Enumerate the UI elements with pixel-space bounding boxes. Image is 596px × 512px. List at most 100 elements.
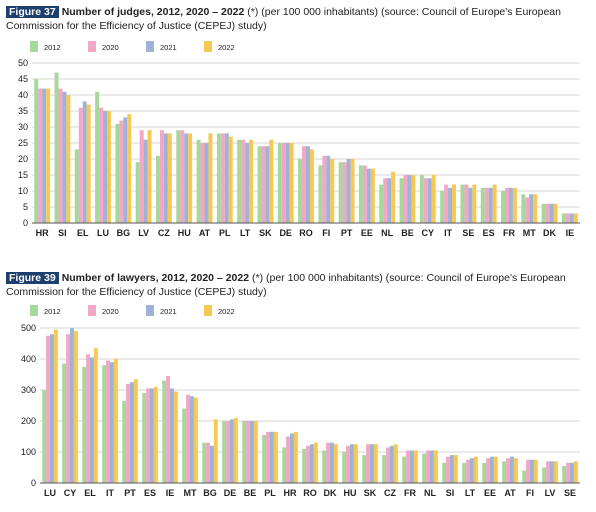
lawyers-bar-ES-2021: ES 2021: 305 [150,388,154,483]
judges-bar-chart: 0 5 10 15 20 25 30 35 40 45 50 HR 2012: 45HR 2020: … [18,58,580,238]
lawyers-x-tick-label: FR [404,488,416,498]
lawyers-y-tick-label: 500 [21,323,36,333]
lawyers-bar-BG-2022: BG 2022: 205 [213,419,218,483]
figure-39-title: Figure 39 Number of lawyers, 2012, 2020 –… [6,272,566,285]
judges-x-tick-label: DK [543,228,556,238]
judges-bar-FI-2020: FI 2020: 21 [322,155,327,223]
figure-37-title-rest: (*) (per 100 000 inhabitants) (source: C… [244,6,561,18]
lawyers-y-tick-label: 0 [31,478,36,488]
lawyers-bar-ES-2020: ES 2020: 305 [146,388,150,483]
lawyers-bar-LU-2020: LU 2020: 475 [46,335,50,483]
lawyers-bar-IT-2021: IT 2021: 390 [110,362,114,483]
lawyers-x-tick-label: HU [344,488,357,498]
lawyers-bar-CY-2022: CY 2022: 490 [73,331,78,483]
figure-37-title: Figure 37 Number of judges, 2012, 2020 – … [6,6,561,19]
judges-bar-MT-2022: MT 2022: 9 [533,194,538,223]
judges-bar-HU-2012: HU 2012: 29 [176,130,181,223]
lawyers-bar-LU-2022: LU 2022: 495 [53,329,58,483]
lawyers-bar-IE-2012: IE 2012: 330 [162,380,167,483]
lawyers-x-tick-label: NL [424,488,436,498]
judges-y-tick-label: 10 [18,186,28,196]
judges-bar-BE-2022: BE 2022: 15 [411,175,416,223]
judges-bar-NL-2021: NL 2021: 14 [387,178,392,223]
lawyers-bar-BE-2020: BE 2020: 200 [246,421,250,483]
judges-bar-IT-2022: IT 2022: 12 [452,184,456,223]
figure-37-title-bold: Number of judges, 2012, 2020 – 2022 [61,6,245,18]
judges-bar-AT-2020: AT 2020: 25 [200,143,205,223]
judges-x-tick-label: LU [97,228,109,238]
legend-label-2012: 2012 [44,307,61,316]
judges-bar-EL-2021: EL 2021: 38 [82,101,87,223]
judges-x-tick-label: IE [566,228,575,238]
lawyers-bar-LV-2012: LV 2012: 50 [542,467,547,483]
lawyers-bar-PL-2020: PL 2020: 165 [266,431,270,483]
lawyers-bar-DE-2012: DE 2012: 200 [222,421,227,483]
judges-y-tick-label: 30 [18,122,28,132]
judges-y-tick-label: 50 [18,58,28,68]
judges-bar-SK-2012: SK 2012: 24 [257,146,262,223]
lawyers-bar-MT-2021: MT 2021: 280 [190,396,194,483]
lawyers-bar-CZ-2020: CZ 2020: 115 [386,447,390,483]
lawyers-bar-AT-2022: AT 2022: 80 [513,458,518,483]
judges-bar-LT-2020: LT 2020: 26 [241,139,246,223]
judges-bar-IE-2022: IE 2022: 3 [573,213,578,223]
judges-bar-ES-2020: ES 2020: 11 [484,187,489,223]
lawyers-x-tick-label: DK [324,488,337,498]
judges-bar-RO-2021: RO 2021: 24 [306,146,310,223]
lawyers-bar-NL-2022: NL 2022: 105 [433,450,438,483]
judges-x-tick-label: HR [36,228,49,238]
lawyers-bar-FI-2022: FI 2022: 75 [533,459,538,483]
judges-y-tick-label: 25 [18,138,28,148]
judges-bar-PL-2012: PL 2012: 28 [216,133,221,223]
judges-bar-HU-2020: HU 2020: 29 [180,130,185,223]
judges-bar-EE-2021: EE 2021: 17 [366,168,371,223]
lawyers-bar-PT-2021: PT 2021: 325 [130,382,134,483]
judges-x-tick-label: CY [422,228,435,238]
legend-label-2022: 2022 [218,43,235,52]
judges-x-tick-label: FI [322,228,330,238]
judges-bar-HR-2022: HR 2022: 42 [46,88,51,223]
lawyers-bar-LT-2012: LT 2012: 65 [462,462,467,483]
lawyers-bar-LU-2012: LU 2012: 300 [42,390,47,483]
judges-bar-LU-2022: LU 2022: 35 [106,111,111,223]
judges-bar-LU-2012: LU 2012: 41 [95,91,100,223]
lawyers-bar-FI-2020: FI 2020: 75 [526,459,530,483]
judges-bar-FI-2021: FI 2021: 21 [326,155,331,223]
judges-bar-FI-2012: FI 2012: 18 [318,165,323,223]
judges-bar-EL-2022: EL 2022: 37 [86,104,91,223]
judges-bar-EE-2022: EE 2022: 17 [370,168,375,223]
lawyers-bar-NL-2021: NL 2021: 105 [430,450,434,483]
lawyers-bar-CZ-2012: CZ 2012: 90 [382,455,387,483]
judges-bar-DE-2021: DE 2021: 25 [285,143,290,223]
judges-bar-IE-2020: IE 2020: 3 [565,213,570,223]
lawyers-bar-LU-2021: LU 2021: 480 [50,334,54,483]
judges-bar-DK-2022: DK 2022: 6 [553,203,558,223]
judges-bar-SI-2012: SI 2012: 47 [54,72,59,223]
lawyers-bar-SK-2021: SK 2021: 125 [370,444,374,483]
figure-39-panel: Figure 39 Number of lawyers, 2012, 2020 –… [0,262,596,512]
lawyers-bar-DE-2022: DE 2022: 210 [233,417,238,483]
lawyers-bar-BE-2022: BE 2022: 200 [253,421,258,483]
legend-swatch-2022 [204,305,212,316]
judges-bar-PT-2021: PT 2021: 20 [346,159,351,223]
judges-bar-SK-2021: SK 2021: 24 [265,146,270,223]
legend-swatch-2021 [146,305,154,316]
legend-swatch-2020 [88,41,96,52]
lawyers-bar-PL-2022: PL 2022: 165 [273,431,278,483]
lawyers-bar-HR-2022: HR 2022: 165 [293,431,298,483]
lawyers-bar-DK-2012: DK 2012: 105 [322,450,327,483]
judges-bar-BG-2021: BG 2021: 33 [123,117,128,223]
lawyers-x-tick-label: PL [264,488,276,498]
lawyers-bar-AT-2020: AT 2020: 80 [506,458,510,483]
lawyers-bar-EE-2012: EE 2012: 65 [482,462,487,483]
lawyers-bar-EE-2020: EE 2020: 80 [486,458,490,483]
judges-bar-LV-2012: LV 2012: 19 [135,162,140,223]
lawyers-bar-AT-2012: AT 2012: 70 [502,461,507,483]
lawyers-bar-DK-2021: DK 2021: 130 [330,442,334,483]
judges-y-tick-label: 5 [23,202,28,212]
lawyers-bar-HR-2021: HR 2021: 160 [290,433,294,483]
judges-bar-EL-2020: EL 2020: 36 [78,107,83,223]
lawyers-bar-EL-2020: EL 2020: 415 [86,354,90,483]
lawyers-bar-BG-2012: BG 2012: 130 [202,442,207,483]
lawyers-bar-CY-2021: CY 2021: 500 [70,328,74,483]
